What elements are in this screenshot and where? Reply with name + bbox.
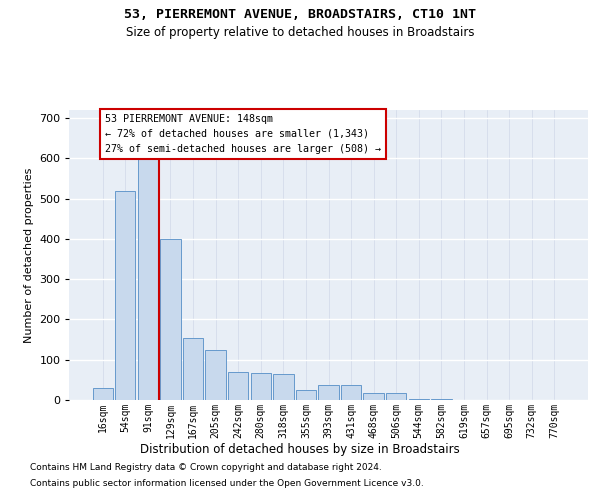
Bar	[296, 390, 316, 400]
Bar	[251, 372, 271, 400]
Bar	[205, 350, 226, 400]
Y-axis label: Number of detached properties: Number of detached properties	[24, 168, 34, 342]
Bar	[386, 393, 406, 400]
Bar	[92, 388, 113, 400]
Text: 53 PIERREMONT AVENUE: 148sqm
← 72% of detached houses are smaller (1,343)
27% of: 53 PIERREMONT AVENUE: 148sqm ← 72% of de…	[104, 114, 380, 154]
Bar	[409, 399, 429, 400]
Text: Contains HM Land Registry data © Crown copyright and database right 2024.: Contains HM Land Registry data © Crown c…	[30, 464, 382, 472]
Bar	[273, 374, 293, 400]
Bar	[138, 144, 158, 400]
Text: Size of property relative to detached houses in Broadstairs: Size of property relative to detached ho…	[126, 26, 474, 39]
Text: Contains public sector information licensed under the Open Government Licence v3: Contains public sector information licen…	[30, 478, 424, 488]
Text: 53, PIERREMONT AVENUE, BROADSTAIRS, CT10 1NT: 53, PIERREMONT AVENUE, BROADSTAIRS, CT10…	[124, 8, 476, 20]
Text: Distribution of detached houses by size in Broadstairs: Distribution of detached houses by size …	[140, 442, 460, 456]
Bar	[183, 338, 203, 400]
Bar	[160, 239, 181, 400]
Bar	[115, 190, 136, 400]
Bar	[228, 372, 248, 400]
Bar	[341, 384, 361, 400]
Bar	[319, 384, 338, 400]
Bar	[364, 393, 384, 400]
Bar	[431, 399, 452, 400]
